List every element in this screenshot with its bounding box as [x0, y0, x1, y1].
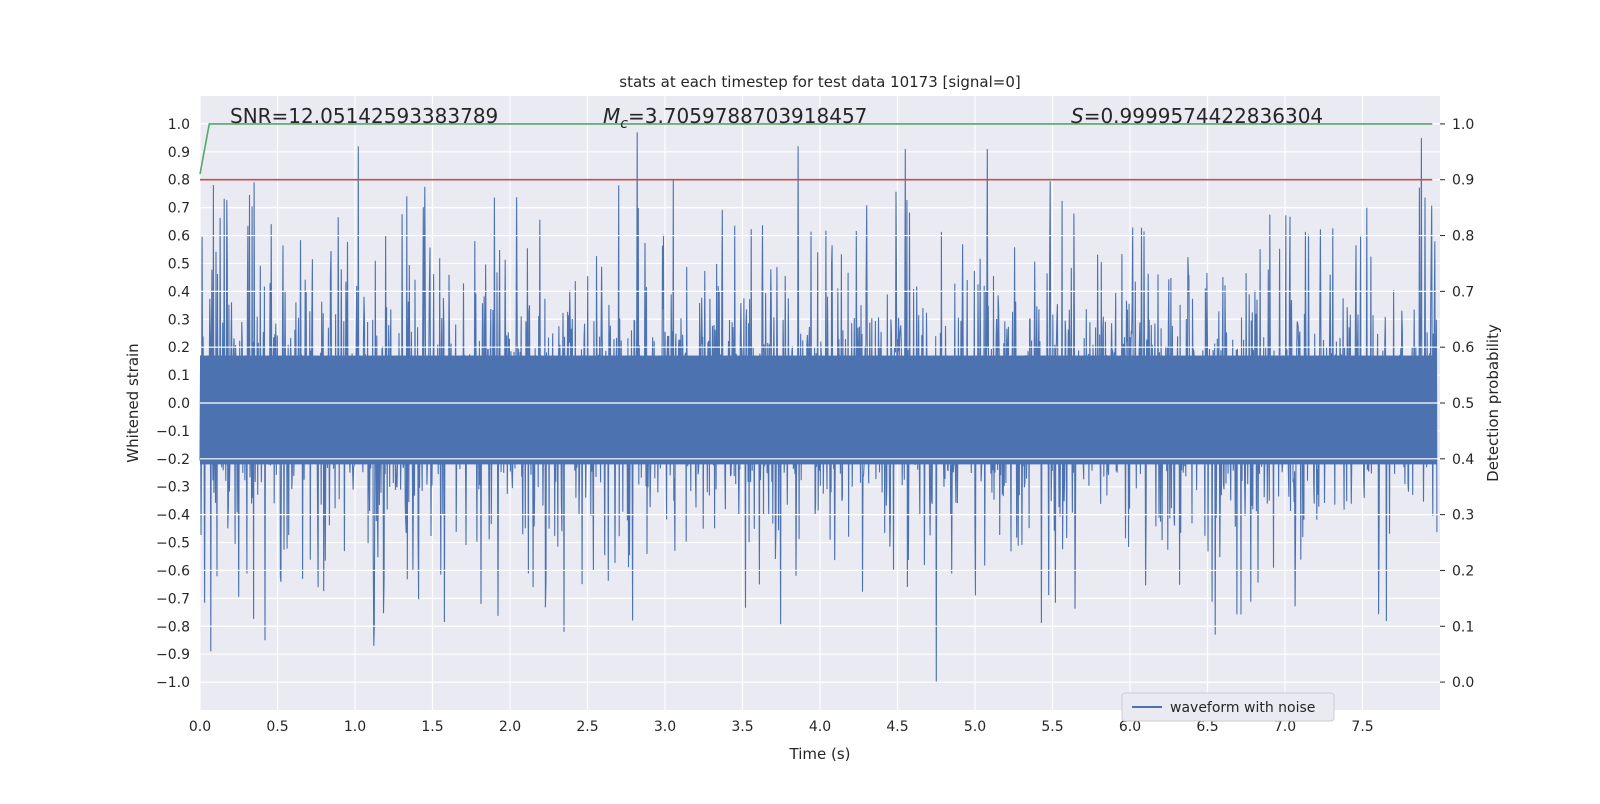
- y-left-tick-label: 0.1: [168, 368, 190, 384]
- x-tick-label: 5.5: [1041, 719, 1063, 735]
- chart-title: stats at each timestep for test data 101…: [619, 73, 1020, 91]
- x-tick-label: 5.0: [964, 719, 986, 735]
- score-annotation: S=0.9999574422836304: [1071, 104, 1323, 128]
- y-right-tick-label: 0.5: [1452, 396, 1474, 412]
- score-value: =0.9999574422836304: [1084, 104, 1323, 128]
- tick-layer: 0.0 0.5 1.0 1.5 2.0 2.5 3.0 3.5 4.0 4.5 5.0 5.5 6.0 6…: [156, 117, 1474, 735]
- legend-label-waveform: waveform with noise: [1170, 700, 1315, 716]
- legend-box: [1121, 692, 1335, 722]
- y-left-tick-label: −0.5: [156, 536, 190, 552]
- chirp-mass-symbol: M: [603, 104, 620, 128]
- x-tick-label: 7.0: [1274, 719, 1296, 735]
- x-tick-label: 6.0: [1119, 719, 1141, 735]
- chirp-mass-annotation: Mc=3.7059788703918457: [603, 104, 867, 132]
- probability-layer: [199, 123, 1440, 683]
- y-right-tick-label: 0.3: [1452, 508, 1474, 524]
- y-left-tick-label: 0.2: [168, 340, 190, 356]
- waveform-core-band: [200, 355, 1437, 465]
- y-right-tick-label: 0.9: [1452, 173, 1474, 189]
- x-tick-label: 0.0: [189, 719, 211, 735]
- x-tick-label: 1.5: [421, 719, 443, 735]
- y-left-tick-label: −0.6: [156, 563, 190, 579]
- waveform-layer: [199, 132, 1438, 683]
- y-right-tick-label: 0.8: [1452, 229, 1474, 245]
- y-left-tick-label: 0.4: [168, 284, 190, 300]
- y-left-tick-label: 0.9: [168, 145, 190, 161]
- x-tick-label: 2.0: [499, 719, 521, 735]
- y-left-tick-label: −1.0: [156, 675, 190, 691]
- y-right-tick-label: 1.0: [1452, 117, 1474, 133]
- y-axis-right-label: Detection probability: [1484, 324, 1502, 482]
- snr-annotation: SNR=12.05142593383789: [230, 104, 498, 128]
- chirp-mass-value: =3.7059788703918457: [628, 104, 867, 128]
- x-tick-label: 6.5: [1196, 719, 1218, 735]
- x-tick-label: 4.0: [809, 719, 831, 735]
- y-left-tick-label: 0.3: [168, 312, 190, 328]
- x-axis-label: Time (s): [789, 745, 851, 763]
- y-axis-left-label: Whitened strain: [124, 343, 142, 462]
- y-left-tick-label: 0.8: [168, 173, 190, 189]
- y-left-tick-label: −0.9: [156, 647, 190, 663]
- y-right-tick-label: 0.1: [1452, 619, 1474, 635]
- y-right-tick-label: 0.7: [1452, 284, 1474, 300]
- y-left-tick-label: −0.4: [156, 508, 190, 524]
- detection-probability-line: [199, 123, 1433, 175]
- chirp-mass-subscript: c: [620, 116, 628, 132]
- y-left-tick-label: 0.5: [168, 256, 190, 272]
- y-right-tick-label: 0.2: [1452, 563, 1474, 579]
- x-tick-label: 4.5: [886, 719, 908, 735]
- x-tick-label: 2.5: [576, 719, 598, 735]
- y-right-tick-label: 0.6: [1452, 340, 1474, 356]
- score-symbol: S: [1071, 104, 1084, 128]
- y-right-tick-label: 0.0: [1452, 675, 1474, 691]
- y-right-tick-label: 0.4: [1452, 452, 1474, 468]
- legend: waveform with noise: [1121, 692, 1335, 722]
- y-left-tick-label: −0.1: [156, 424, 190, 440]
- x-tick-label: 3.0: [654, 719, 676, 735]
- y-left-tick-label: −0.3: [156, 480, 190, 496]
- y-left-tick-label: −0.2: [156, 452, 190, 468]
- y-left-tick-label: 1.0: [168, 117, 190, 133]
- x-tick-label: 7.5: [1351, 719, 1373, 735]
- x-tick-label: 0.5: [266, 719, 288, 735]
- x-tick-label: 3.5: [731, 719, 753, 735]
- y-left-tick-label: 0.7: [168, 201, 190, 217]
- y-left-tick-label: −0.8: [156, 619, 190, 635]
- y-left-tick-label: 0.6: [168, 229, 190, 245]
- y-left-tick-label: −0.7: [156, 591, 190, 607]
- x-tick-label: 1.0: [344, 719, 366, 735]
- y-left-tick-label: 0.0: [168, 396, 190, 412]
